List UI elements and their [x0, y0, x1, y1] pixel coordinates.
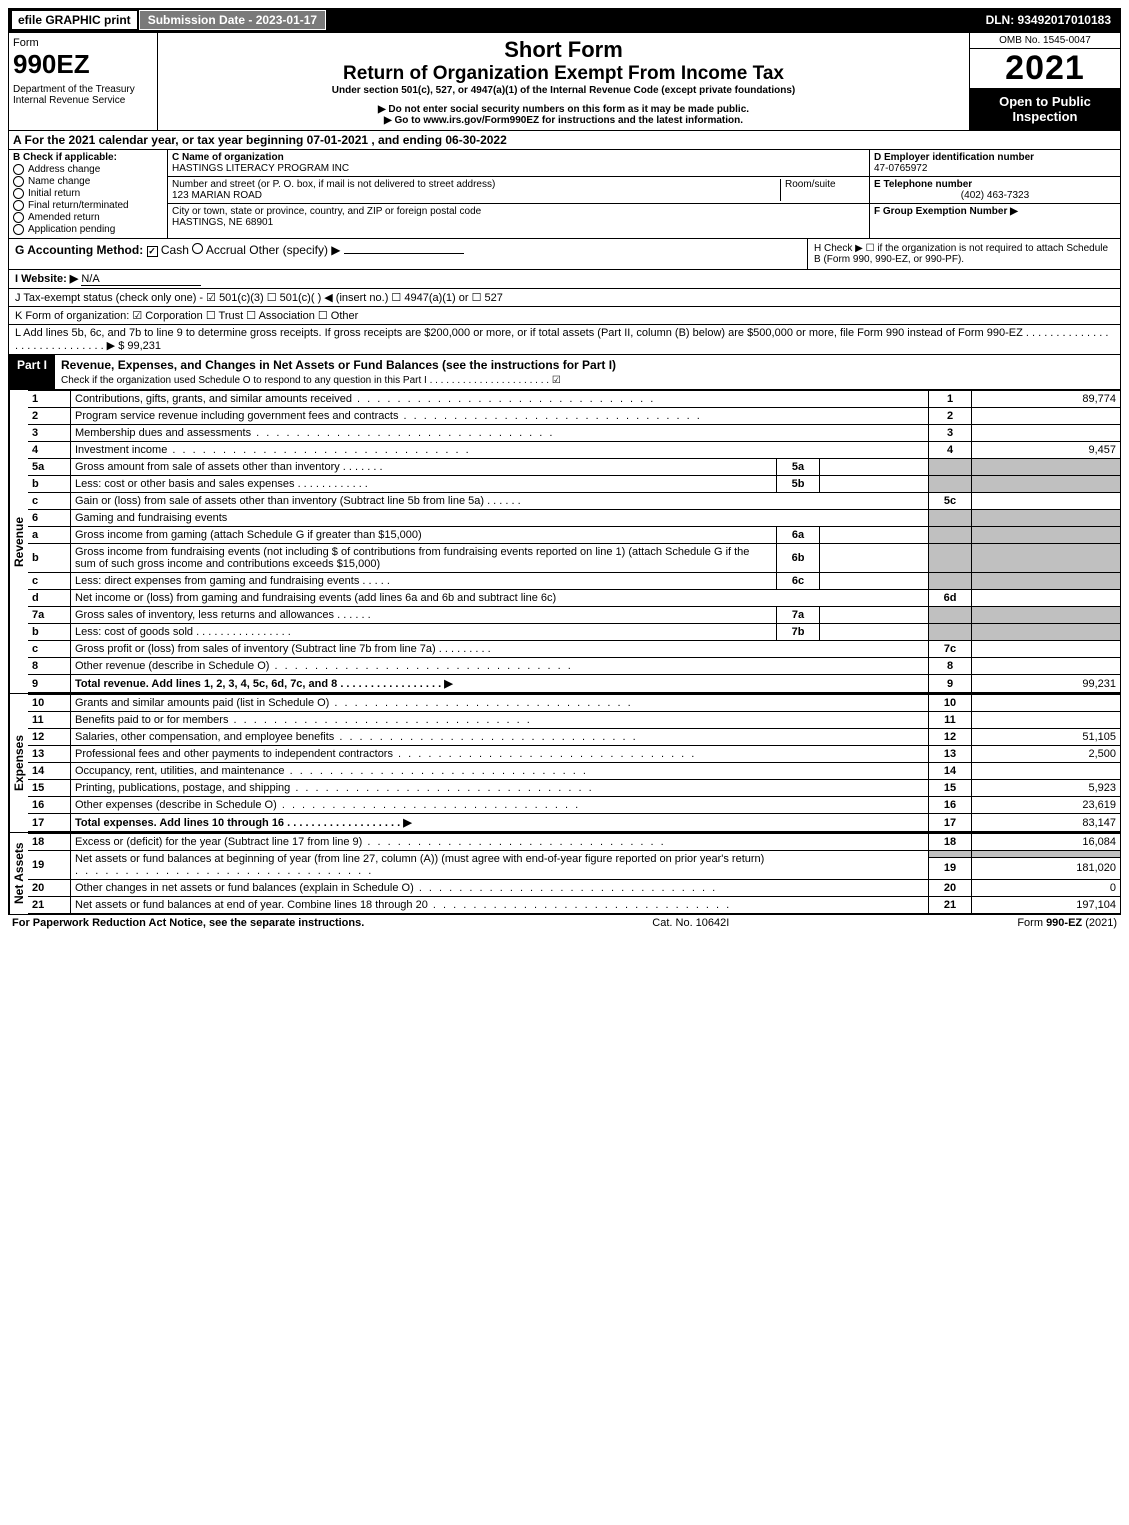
section-l: L Add lines 5b, 6c, and 7b to line 9 to … — [9, 325, 1120, 355]
ein: 47-0765972 — [874, 163, 927, 174]
line-21-amount: 197,104 — [972, 897, 1121, 914]
line-12-amount: 51,105 — [972, 729, 1121, 746]
line-15-amount: 5,923 — [972, 780, 1121, 797]
line-20-amount: 0 — [972, 880, 1121, 897]
checkbox-amended[interactable] — [13, 212, 24, 223]
cb-label: Name change — [28, 176, 90, 187]
footer-center: Cat. No. 10642I — [652, 917, 729, 929]
cb-label: Application pending — [28, 224, 115, 235]
goto-link[interactable]: ▶ Go to www.irs.gov/Form990EZ for instru… — [162, 115, 965, 126]
cb-label: Initial return — [28, 188, 80, 199]
checkbox-pending[interactable] — [13, 224, 24, 235]
section-j: J Tax-exempt status (check only one) - ☑… — [9, 289, 1120, 307]
revenue-table: 1Contributions, gifts, grants, and simil… — [28, 390, 1120, 693]
warning: ▶ Do not enter social security numbers o… — [162, 104, 965, 115]
tax-year: 2021 — [970, 49, 1120, 88]
other-label: Other (specify) ▶ — [249, 243, 340, 257]
footer: For Paperwork Reduction Act Notice, see … — [8, 915, 1121, 931]
dln: DLN: 93492017010183 — [980, 11, 1117, 29]
footer-right: Form 990-EZ (2021) — [1017, 917, 1117, 929]
line-13-amount: 2,500 — [972, 746, 1121, 763]
expenses-table: 10Grants and similar amounts paid (list … — [28, 694, 1120, 832]
form-number: 990EZ — [13, 49, 153, 80]
form-label: Form — [13, 37, 153, 49]
return-title: Return of Organization Exempt From Incom… — [162, 63, 965, 85]
line-4-amount: 9,457 — [972, 442, 1121, 459]
phone: (402) 463-7323 — [874, 190, 1116, 201]
short-form-title: Short Form — [162, 37, 965, 63]
room-label: Room/suite — [780, 179, 865, 201]
org-city: HASTINGS, NE 68901 — [172, 217, 273, 228]
section-e-label: E Telephone number — [874, 179, 972, 190]
addr-label: Number and street (or P. O. box, if mail… — [172, 179, 495, 190]
checkbox-address-change[interactable] — [13, 164, 24, 175]
dept-label: Department of the Treasury — [13, 84, 153, 95]
cash-label: Cash — [161, 243, 189, 257]
accrual-label: Accrual — [206, 243, 246, 257]
section-h: H Check ▶ ☐ if the organization is not r… — [807, 239, 1120, 269]
expenses-section-label: Expenses — [9, 694, 28, 832]
section-f-label: F Group Exemption Number ▶ — [874, 206, 1018, 217]
checkbox-initial-return[interactable] — [13, 188, 24, 199]
line-19-amount: 181,020 — [972, 857, 1121, 879]
form-container: Form 990EZ Department of the Treasury In… — [8, 32, 1121, 915]
section-b-label: B Check if applicable: — [13, 152, 163, 163]
line-17-amount: 83,147 — [972, 814, 1121, 832]
inspection-label: Open to Public Inspection — [970, 88, 1120, 130]
section-d-label: D Employer identification number — [874, 152, 1034, 163]
efile-print-button[interactable]: efile GRAPHIC print — [12, 11, 137, 29]
checkbox-cash[interactable] — [147, 246, 158, 257]
revenue-section-label: Revenue — [9, 390, 28, 693]
subtitle: Under section 501(c), 527, or 4947(a)(1)… — [162, 85, 965, 96]
section-i-label: I Website: ▶ — [15, 273, 78, 285]
info-grid: B Check if applicable: Address change Na… — [9, 150, 1120, 239]
org-address: 123 MARIAN ROAD — [172, 190, 262, 201]
footer-left: For Paperwork Reduction Act Notice, see … — [12, 917, 364, 929]
section-g-label: G Accounting Method: — [15, 243, 143, 257]
part-1-title: Revenue, Expenses, and Changes in Net As… — [61, 358, 616, 372]
checkbox-final-return[interactable] — [13, 200, 24, 211]
line-16-amount: 23,619 — [972, 797, 1121, 814]
netassets-table: 18Excess or (deficit) for the year (Subt… — [28, 833, 1120, 914]
cb-label: Final return/terminated — [28, 200, 129, 211]
section-c-label: C Name of organization — [172, 152, 284, 163]
line-9-amount: 99,231 — [972, 675, 1121, 693]
part-1-label: Part I — [9, 355, 55, 389]
irs-label: Internal Revenue Service — [13, 95, 153, 106]
submission-date: Submission Date - 2023-01-17 — [139, 10, 326, 30]
line-18-amount: 16,084 — [972, 834, 1121, 851]
omb-number: OMB No. 1545-0047 — [970, 33, 1120, 49]
section-k: K Form of organization: ☑ Corporation ☐ … — [9, 307, 1120, 325]
org-name: HASTINGS LITERACY PROGRAM INC — [172, 163, 349, 174]
cb-label: Address change — [28, 164, 100, 175]
line-1-amount: 89,774 — [972, 391, 1121, 408]
website: N/A — [81, 273, 201, 286]
form-header: Form 990EZ Department of the Treasury In… — [9, 33, 1120, 131]
checkbox-name-change[interactable] — [13, 176, 24, 187]
checkbox-accrual[interactable] — [192, 243, 203, 254]
city-label: City or town, state or province, country… — [172, 206, 481, 217]
netassets-section-label: Net Assets — [9, 833, 28, 914]
cb-label: Amended return — [28, 212, 100, 223]
part-1-check: Check if the organization used Schedule … — [61, 375, 561, 386]
top-bar: efile GRAPHIC print Submission Date - 20… — [8, 8, 1121, 32]
section-a: A For the 2021 calendar year, or tax yea… — [9, 131, 1120, 150]
